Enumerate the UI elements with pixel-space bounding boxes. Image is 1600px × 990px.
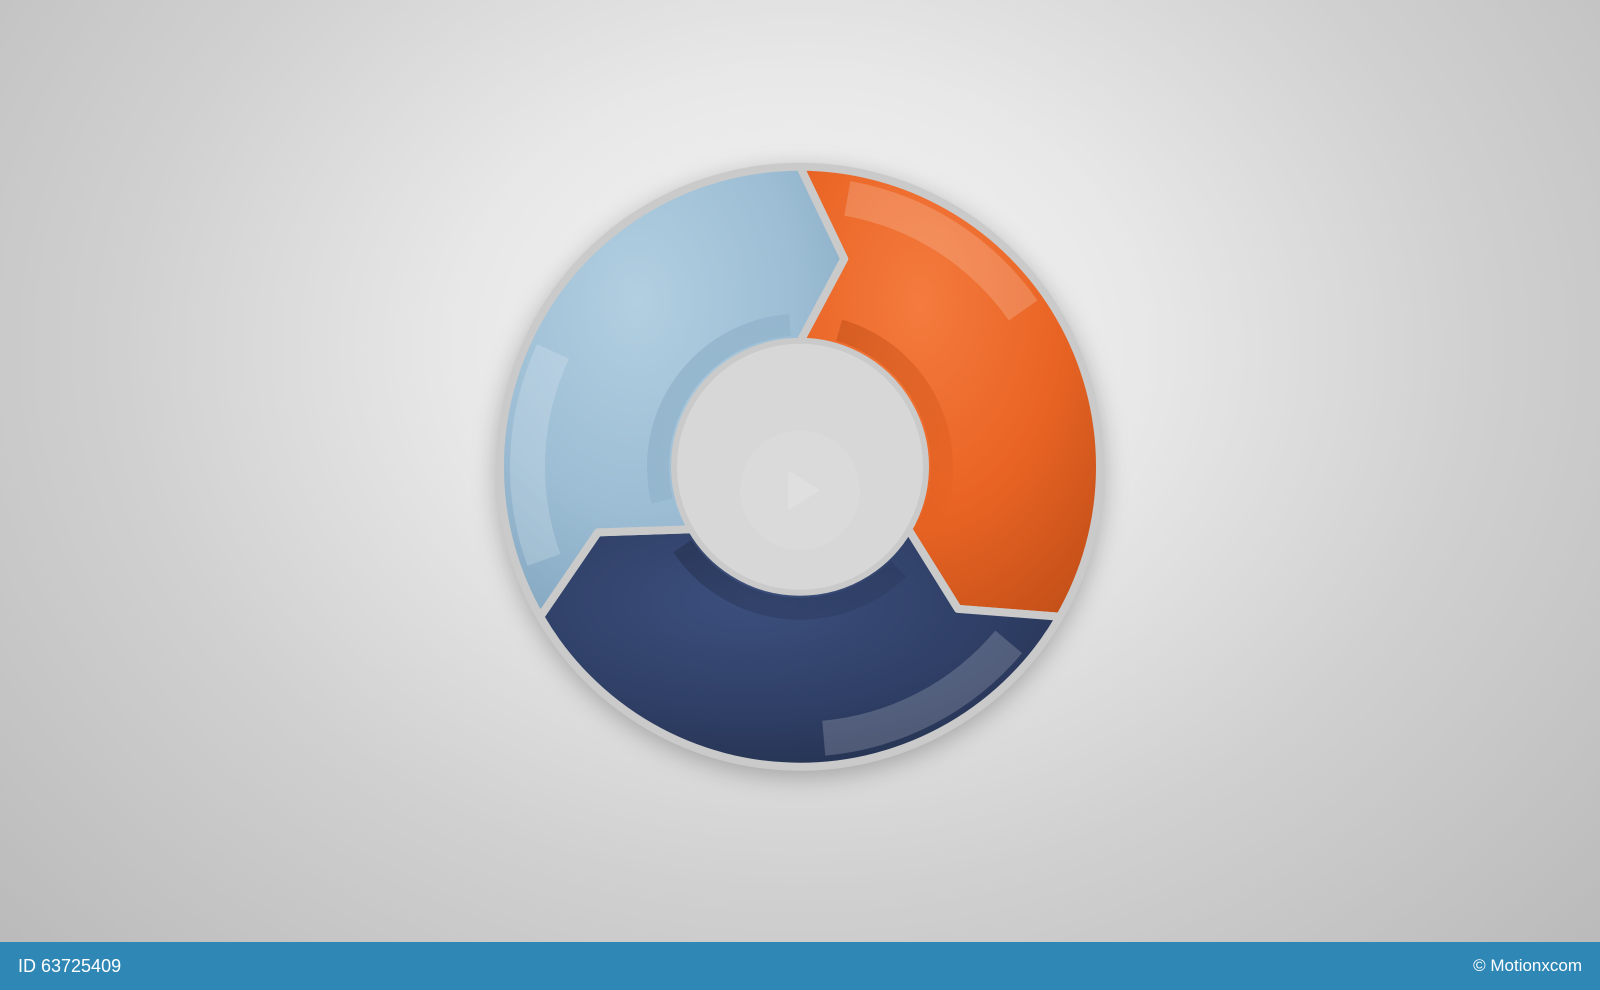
cycle-center-hole	[677, 344, 923, 590]
footer-bar: ID 63725409 © Motionxcom	[0, 942, 1600, 990]
cycle-diagram	[480, 147, 1120, 792]
credit-label: © Motionxcom	[1473, 956, 1582, 976]
image-id-label: ID 63725409	[18, 956, 121, 977]
